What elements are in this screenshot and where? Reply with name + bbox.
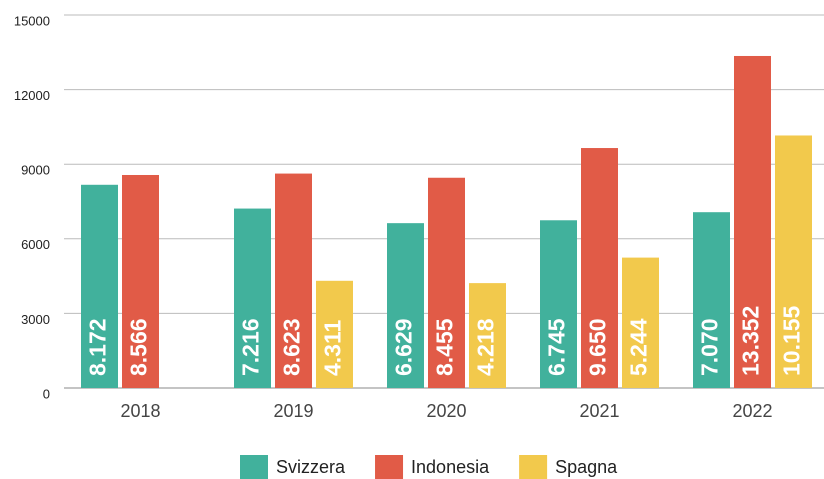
value-label: 8.623 xyxy=(279,318,305,376)
legend-swatch xyxy=(519,455,548,479)
legend-label: Svizzera xyxy=(276,457,346,477)
value-label: 4.311 xyxy=(320,320,346,376)
x-tick-label: 2019 xyxy=(273,401,313,421)
x-tick-label: 2020 xyxy=(426,401,466,421)
bar xyxy=(275,173,312,388)
value-label: 5.244 xyxy=(626,318,652,376)
legend-label: Spagna xyxy=(555,457,618,477)
value-label: 4.218 xyxy=(473,318,499,376)
bar xyxy=(734,55,771,389)
legend-swatch xyxy=(240,455,268,479)
bar xyxy=(775,135,812,388)
x-tick-label: 2021 xyxy=(579,401,619,421)
value-label: 6.629 xyxy=(391,318,417,376)
value-label: 7.216 xyxy=(238,318,264,376)
bar xyxy=(387,223,424,388)
value-label: 10.155 xyxy=(779,305,805,376)
bar xyxy=(469,283,506,388)
y-tick-label: 3000 xyxy=(21,312,50,327)
bar xyxy=(122,174,159,388)
x-tick-label: 2018 xyxy=(120,401,160,421)
y-tick-label: 9000 xyxy=(21,163,50,178)
value-label: 6.745 xyxy=(544,318,570,376)
value-label: 8.455 xyxy=(432,318,458,376)
bar xyxy=(428,177,465,388)
y-tick-label: 0 xyxy=(43,386,50,401)
value-label: 8.566 xyxy=(126,318,152,376)
bar xyxy=(581,148,618,388)
value-label: 7.070 xyxy=(697,318,723,376)
bar xyxy=(316,280,353,388)
y-tick-label: 6000 xyxy=(21,237,50,252)
bar xyxy=(540,220,577,388)
value-label: 8.172 xyxy=(85,318,111,376)
value-label: 13.352 xyxy=(738,306,764,376)
bar xyxy=(234,208,271,388)
legend-label: Indonesia xyxy=(411,457,490,477)
bar xyxy=(693,212,730,388)
bar xyxy=(81,184,118,388)
y-tick-label: 15000 xyxy=(14,13,50,28)
y-tick-label: 12000 xyxy=(14,88,50,103)
x-tick-label: 2022 xyxy=(732,401,772,421)
bar xyxy=(622,257,659,388)
legend-swatch xyxy=(375,455,404,479)
value-label: 9.650 xyxy=(585,318,611,376)
